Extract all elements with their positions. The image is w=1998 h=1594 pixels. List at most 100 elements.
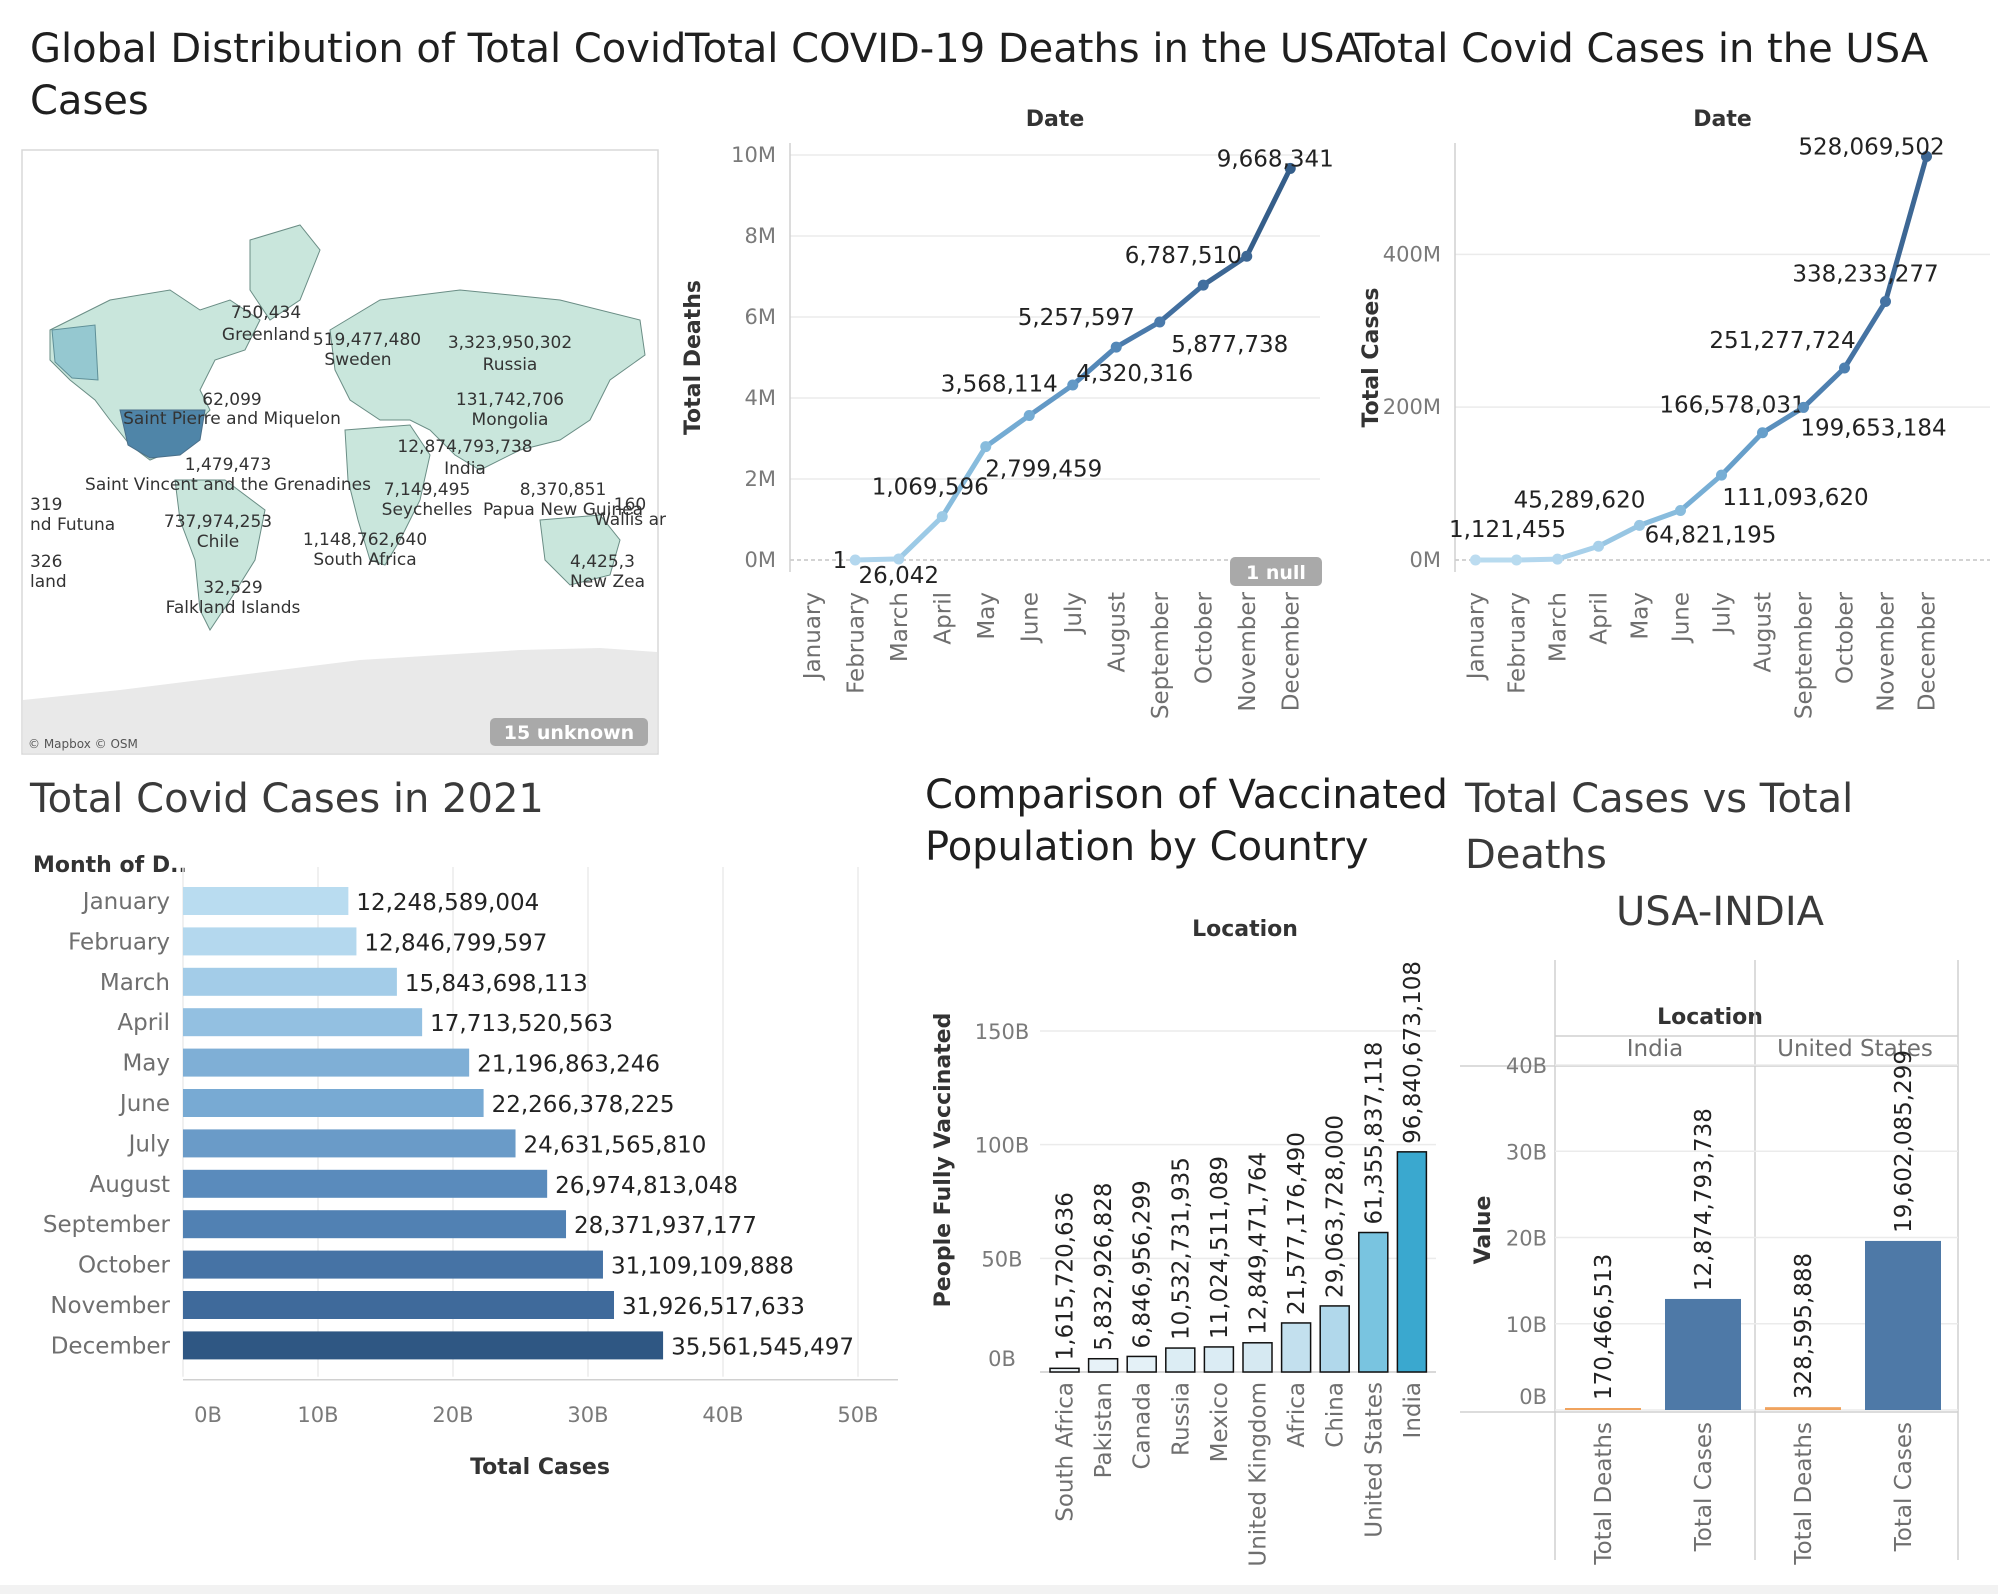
data-label: 111,093,620 <box>1722 485 1868 511</box>
y-tick-label: 2M <box>745 467 776 491</box>
bar[interactable] <box>183 1210 567 1239</box>
data-point[interactable] <box>1675 504 1686 516</box>
data-point[interactable] <box>1197 279 1209 291</box>
cases-chart-panel[interactable]: Total Covid Cases in the USA Date 0M 200M 4… <box>1340 0 1998 760</box>
data-point[interactable] <box>1880 296 1891 308</box>
x-header: Location <box>1657 1005 1763 1030</box>
bar[interactable] <box>1087 1357 1119 1373</box>
bar[interactable] <box>183 967 397 996</box>
line-segment <box>1555 543 1601 562</box>
cases-title: Total Covid Cases in the USA <box>1354 26 1929 72</box>
bar[interactable] <box>183 887 349 915</box>
bar-label: 17,713,520,563 <box>430 1011 613 1037</box>
data-point[interactable] <box>1839 362 1850 374</box>
bar-label: 328,595,888 <box>1791 1253 1817 1399</box>
cases2021-panel[interactable]: Total Covid Cases in 2021 Month of D.. 0B… <box>0 760 910 1594</box>
map-label-name: Saint Pierre and Miquelon <box>123 409 341 429</box>
null-badge[interactable]: 1 null <box>1230 557 1322 586</box>
line-segment <box>852 556 902 563</box>
y-axis-title: Value <box>1471 1196 1496 1265</box>
bar[interactable] <box>183 1089 484 1117</box>
bar[interactable] <box>183 1048 470 1077</box>
map-label-name: Chile <box>197 532 240 552</box>
data-point[interactable] <box>1511 554 1522 566</box>
y-tick-label: 100B <box>975 1134 1030 1158</box>
y-tick-label: 20B <box>1506 1227 1547 1251</box>
y-category-label: October <box>78 1253 171 1279</box>
vaccinated-panel[interactable]: Comparison of Vaccinated Population by C… <box>910 760 1470 1594</box>
data-point[interactable] <box>849 554 861 566</box>
data-point[interactable] <box>980 441 992 453</box>
map-label-value: 62,099 <box>202 390 261 410</box>
unknown-badge-label: 15 unknown <box>504 722 634 744</box>
deaths-title: Total COVID-19 Deaths in the USA <box>684 26 1363 72</box>
bar[interactable] <box>1280 1322 1312 1373</box>
data-point[interactable] <box>1634 519 1645 531</box>
bar[interactable] <box>183 927 357 956</box>
bar[interactable] <box>183 1008 423 1037</box>
bar[interactable] <box>1565 1408 1641 1410</box>
data-point[interactable] <box>1552 553 1563 565</box>
data-point[interactable] <box>1284 162 1296 174</box>
line-segment <box>1200 253 1250 288</box>
data-point[interactable] <box>1023 409 1035 421</box>
x-category-label: Total Deaths <box>1791 1422 1817 1566</box>
bar[interactable] <box>1865 1240 1941 1410</box>
bar-label: 10,532,731,935 <box>1168 1157 1194 1340</box>
y-category-label: January <box>81 889 170 915</box>
bar[interactable] <box>1319 1305 1350 1373</box>
y-tick-label: 0M <box>745 548 776 572</box>
y-tick-label: 6M <box>745 305 776 329</box>
data-point[interactable] <box>1470 554 1481 566</box>
bar[interactable] <box>1765 1407 1841 1410</box>
bar[interactable] <box>183 1331 664 1360</box>
y-axis-title: Total Cases <box>1359 288 1384 428</box>
data-point[interactable] <box>1110 341 1122 353</box>
data-label: 1,121,455 <box>1449 517 1566 543</box>
data-point[interactable] <box>893 553 905 565</box>
x-category-label: February <box>1505 592 1531 694</box>
data-point[interactable] <box>1593 540 1604 552</box>
y-tick-label: 40B <box>1506 1054 1547 1078</box>
bar[interactable] <box>1126 1355 1157 1373</box>
data-point[interactable] <box>1067 379 1079 391</box>
bar[interactable] <box>1242 1342 1273 1373</box>
data-point[interactable] <box>1798 401 1809 413</box>
bar[interactable] <box>1665 1298 1741 1410</box>
bar[interactable] <box>1049 1367 1080 1373</box>
x-category-label: United States <box>1361 1382 1387 1538</box>
map-label-value: 32,529 <box>203 578 262 598</box>
bar[interactable] <box>183 1250 603 1279</box>
line-segment <box>1842 299 1888 371</box>
data-label: 6,787,510 <box>1125 243 1242 269</box>
map-label-name: nd Futuna <box>30 515 115 535</box>
vaccinated-chart: Location People Fully Vaccinated 0B 50B 100B… <box>931 917 1436 1567</box>
bar-label: 5,832,926,828 <box>1091 1182 1117 1350</box>
y-tick-label: 10B <box>1506 1313 1547 1337</box>
bar-label: 170,466,513 <box>1591 1254 1617 1400</box>
data-point[interactable] <box>1241 250 1253 262</box>
y-tick-label: 150B <box>975 1020 1030 1044</box>
data-point[interactable] <box>1757 427 1768 439</box>
bar[interactable] <box>183 1129 516 1158</box>
bar-label: 96,840,673,108 <box>1400 961 1426 1144</box>
data-point[interactable] <box>1921 150 1932 162</box>
bar[interactable] <box>1396 1151 1428 1373</box>
bar[interactable] <box>1203 1346 1235 1373</box>
cases-vs-deaths-subtitle: USA-INDIA <box>1616 889 1825 935</box>
bar[interactable] <box>183 1169 548 1198</box>
cases-vs-deaths-panel[interactable]: Total Cases vs Total Deaths USA-INDIA Lo… <box>1460 760 1998 1594</box>
bar[interactable] <box>1165 1347 1196 1373</box>
data-point[interactable] <box>1716 469 1727 481</box>
bar[interactable] <box>1358 1231 1389 1373</box>
data-point[interactable] <box>936 511 948 523</box>
deaths-chart-panel[interactable]: Total COVID-19 Deaths in the USA Date 0M 2… <box>670 0 1363 760</box>
bar-label: 19,602,085,299 <box>1891 1050 1917 1233</box>
unknown-badge[interactable]: 15 unknown <box>490 718 648 746</box>
deaths-chart: Date 0M 2M 4M 6M 8M 10M Total Deaths 1 26,042 1,06… <box>681 107 1334 719</box>
data-point[interactable] <box>1154 316 1166 328</box>
cases2021-chart: Month of D.. 0B 10B 20B 30B 40B 50B Total Cases… <box>33 853 898 1480</box>
bar[interactable] <box>183 1291 615 1319</box>
